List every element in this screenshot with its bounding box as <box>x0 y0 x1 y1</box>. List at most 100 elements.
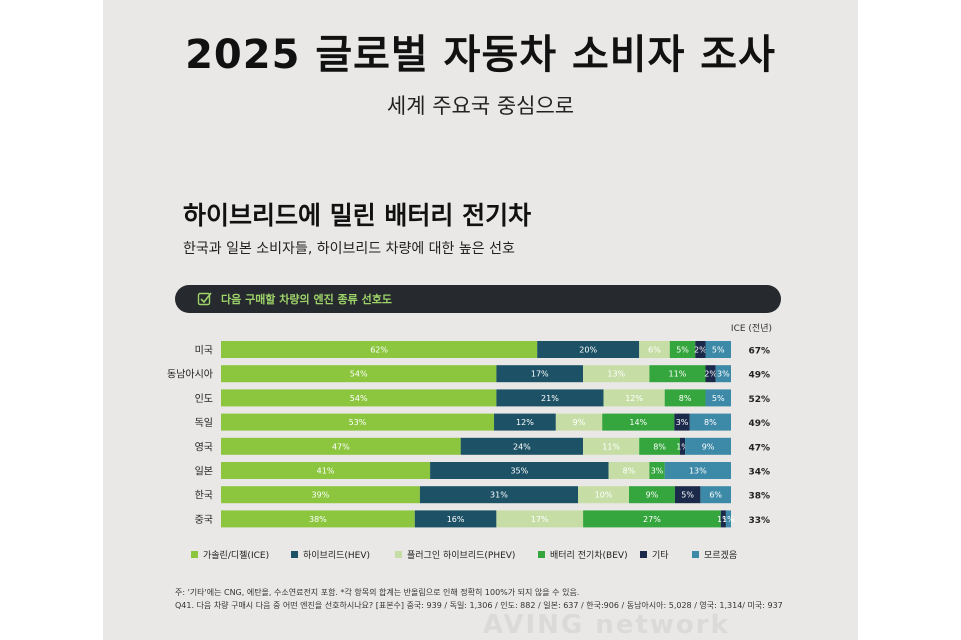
data-label: 3% <box>651 467 664 476</box>
bar-segment-hev <box>419 486 578 504</box>
data-label: 9% <box>573 418 586 427</box>
legend-label: 하이브리드(HEV) <box>303 550 370 561</box>
data-label: 20% <box>579 346 597 355</box>
category-label: 한국 <box>195 490 213 502</box>
category-label: 영국 <box>195 441 213 453</box>
data-label: 8% <box>679 394 692 403</box>
bar-segment-bev <box>583 510 721 528</box>
data-label: 38% <box>309 515 327 524</box>
data-label: 2% <box>694 346 707 355</box>
infographic-panel: 2025 글로벌 자동차 소비자 조사 세계 주요국 중심으로 하이브리드에 밀… <box>103 0 858 640</box>
data-label: 13% <box>689 467 707 476</box>
bar-segment-unknown <box>700 486 731 504</box>
bar-segment-ice <box>221 365 497 383</box>
bar-segment-unknown <box>689 413 731 431</box>
data-label: 8% <box>704 418 717 427</box>
bar-segment-bev <box>602 413 675 431</box>
legend-swatch-other <box>640 551 647 558</box>
data-label: 62% <box>370 346 388 355</box>
bar-segment-hev <box>496 389 604 407</box>
bar-segment-ice <box>221 486 420 504</box>
bar-segment-bev <box>629 486 675 504</box>
legend-swatch-ice <box>191 551 198 558</box>
data-label: 39% <box>312 491 330 500</box>
data-label: 41% <box>317 467 335 476</box>
data-label: 12% <box>516 418 534 427</box>
data-label: 3% <box>717 370 730 379</box>
bar-segment-hev <box>460 437 584 455</box>
bar-segment-other <box>695 341 706 358</box>
page-subtitle: 세계 주요국 중심으로 <box>386 94 575 118</box>
data-label: 9% <box>646 491 659 500</box>
data-label: 9% <box>702 442 715 451</box>
data-label: 16% <box>447 515 465 524</box>
legend-swatch-hev <box>291 551 298 558</box>
data-label: 5% <box>676 346 689 355</box>
prev-year-header: ICE (전년) <box>731 323 772 334</box>
data-label: 6% <box>709 491 722 500</box>
bar-segment-unknown <box>685 437 731 455</box>
bar-segment-hev <box>496 365 584 383</box>
data-label: 10% <box>595 491 613 500</box>
bar-segment-ice <box>221 462 431 479</box>
bar-segment-ice <box>221 389 497 407</box>
bar-segment-hev <box>430 462 609 479</box>
bar-segment-phev <box>608 462 650 479</box>
data-label: 53% <box>349 418 367 427</box>
data-label: 11% <box>602 442 620 451</box>
data-label: 31% <box>490 491 508 500</box>
legend-label: 모르겠음 <box>704 550 737 561</box>
category-label: 인도 <box>195 393 213 405</box>
bar-segment-bev <box>639 437 680 455</box>
data-label: 13% <box>607 370 625 379</box>
bar-segment-phev <box>496 510 584 528</box>
bar-segment-phev <box>603 389 665 407</box>
category-label: 동남아시아 <box>167 369 213 381</box>
prev-year-value: 49% <box>748 419 770 429</box>
data-label: 1% <box>722 515 735 524</box>
legend-label: 가솔린/디젤(ICE) <box>203 549 269 561</box>
footnote-sample: Q41. 다음 차량 구매시 다음 중 어떤 엔진을 선호하시나요? [표본수]… <box>175 601 783 610</box>
prev-year-value: 34% <box>748 468 770 478</box>
legend-swatch-phev <box>395 551 402 558</box>
data-label: 5% <box>712 394 725 403</box>
prev-year-value: 52% <box>748 395 770 405</box>
page-title: 2025 글로벌 자동차 소비자 조사 <box>185 32 776 78</box>
section-subtitle: 한국과 일본 소비자들, 하이브리드 차량에 대한 높은 선호 <box>183 241 515 257</box>
bar-segment-ice <box>221 413 495 431</box>
category-label: 미국 <box>195 345 213 357</box>
bar-segment-other <box>680 437 686 455</box>
data-label: 12% <box>625 394 643 403</box>
data-label: 47% <box>332 442 350 451</box>
bar-segment-other <box>720 510 726 528</box>
data-label: 21% <box>541 394 559 403</box>
bar-segment-bev <box>664 389 706 407</box>
data-label: 54% <box>350 394 368 403</box>
bar-segment-phev <box>583 365 650 383</box>
bar-segment-phev <box>639 341 670 358</box>
bar-segment-other <box>705 365 716 383</box>
question-banner: 다음 구매할 차량의 엔진 종류 선호도 <box>175 285 781 313</box>
legend-label: 플러그인 하이브리드(PHEV) <box>407 550 515 561</box>
data-label: 5% <box>712 346 725 355</box>
data-label: 5% <box>681 491 694 500</box>
data-label: 14% <box>629 418 647 427</box>
prev-year-value: 33% <box>748 516 770 526</box>
data-label: 8% <box>623 467 636 476</box>
legend-label: 기타 <box>652 550 669 561</box>
data-label: 8% <box>653 442 666 451</box>
bar-segment-phev <box>583 437 640 455</box>
bar-segment-bev <box>649 462 665 479</box>
data-label: 1% <box>717 515 730 524</box>
data-label: 27% <box>643 515 661 524</box>
bar-segment-hev <box>537 341 640 358</box>
bar-segment-phev <box>555 413 603 431</box>
data-label: 35% <box>510 467 528 476</box>
bar-segment-ice <box>221 510 415 528</box>
bar-segment-other <box>674 486 701 504</box>
data-label: 17% <box>531 515 549 524</box>
category-label: 중국 <box>195 514 213 526</box>
data-label: 54% <box>350 370 368 379</box>
watermark: AVING network <box>483 610 730 640</box>
